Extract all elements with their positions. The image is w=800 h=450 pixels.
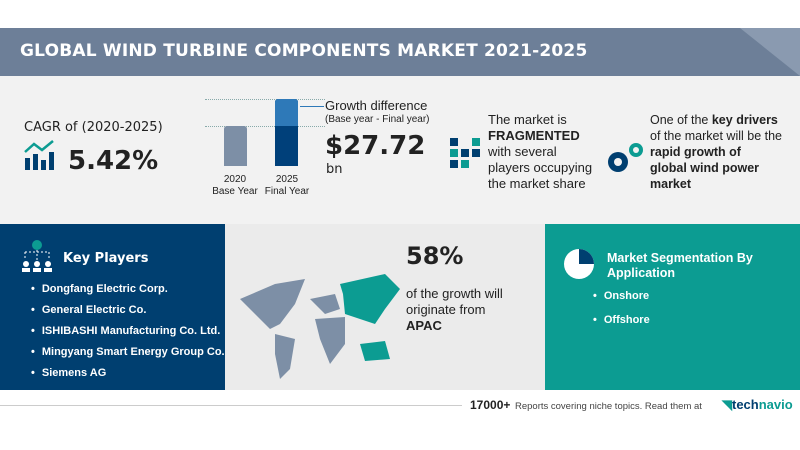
bar-label-2020: 2020 Base Year (212, 174, 258, 197)
players-icon (22, 240, 52, 272)
summary-row: CAGR of (2020-2025) 5.42% 2020 Base Year … (0, 76, 800, 224)
region-panel: 58% of the growth will originate from APAC (225, 224, 545, 390)
bar-2020 (224, 126, 247, 166)
technavio-logo[interactable]: ◥technavio (722, 397, 793, 412)
growth-chart-icon (24, 140, 54, 170)
cagr-value: 5.42% (68, 146, 159, 176)
footer-text: Reports covering niche topics. Read them… (515, 401, 702, 412)
cagr-label: CAGR of (2020-2025) (24, 120, 163, 135)
growth-sub: (Base year - Final year) (325, 114, 430, 125)
page-title: GLOBAL WIND TURBINE COMPONENTS MARKET 20… (20, 41, 588, 61)
drivers-text: One of the key drivers of the market will… (650, 113, 783, 191)
growth-unit: bn (326, 162, 343, 177)
player-item: Dongfang Electric Corp. (31, 283, 225, 295)
growth-heading: Growth difference (325, 98, 428, 113)
arrow-icon (300, 106, 324, 107)
fragmented-icon (450, 138, 480, 168)
segment-item: Onshore (593, 290, 650, 302)
growth-value: $27.72 (325, 131, 426, 161)
segmentation-heading: Market Segmentation By Application (607, 251, 753, 280)
player-item: Mingyang Smart Energy Group Co. (31, 346, 225, 358)
gears-icon (608, 143, 643, 172)
bar-2025 (275, 99, 298, 166)
world-map (240, 274, 400, 379)
market-structure-text: The market is FRAGMENTED with several playe… (488, 112, 593, 191)
players-heading: Key Players (63, 251, 149, 266)
player-item: ISHIBASHI Manufacturing Co. Ltd. (31, 325, 225, 337)
region-share: 58% (406, 242, 464, 270)
region-text: of the growth will originate from APAC (406, 286, 503, 333)
player-item: General Electric Co. (31, 304, 225, 316)
title-bar: GLOBAL WIND TURBINE COMPONENTS MARKET 20… (0, 28, 800, 76)
key-players-panel: Key Players Dongfang Electric Corp. Gene… (0, 224, 225, 390)
footer-divider (0, 405, 462, 406)
report-count: 17000+ (470, 398, 511, 412)
player-item: Siemens AG (31, 367, 225, 379)
segment-item: Offshore (593, 314, 650, 326)
bar-label-2025: 2025 Final Year (264, 174, 310, 197)
pie-chart-icon (564, 249, 594, 279)
